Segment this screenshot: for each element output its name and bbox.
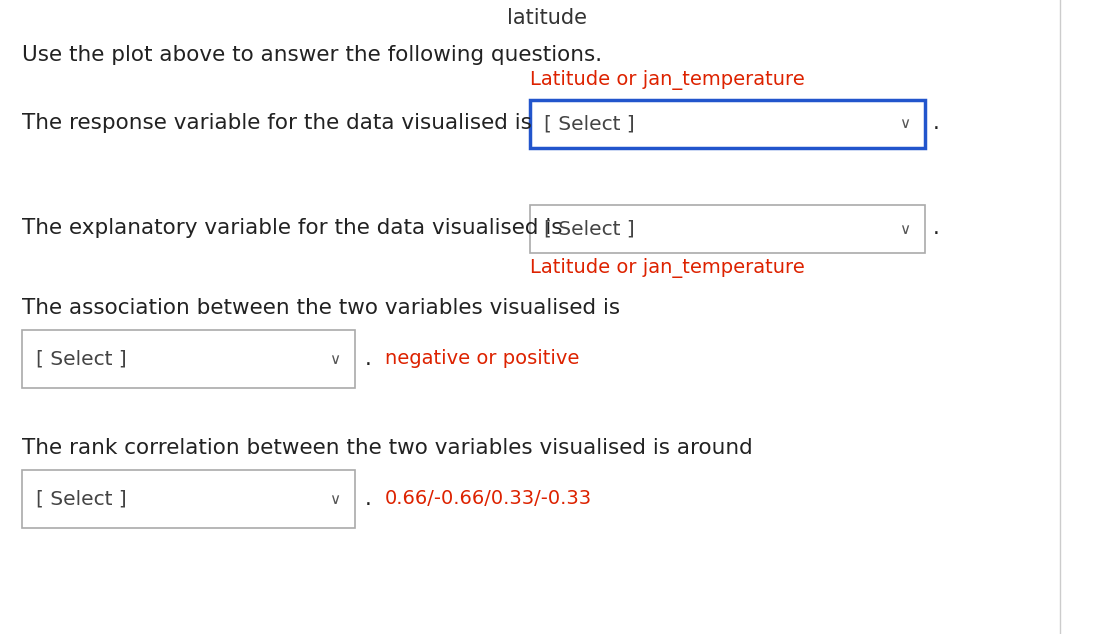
Text: .: . bbox=[933, 113, 940, 133]
Text: The association between the two variables visualised is: The association between the two variable… bbox=[22, 298, 620, 318]
FancyBboxPatch shape bbox=[22, 330, 354, 388]
FancyBboxPatch shape bbox=[529, 205, 926, 253]
Text: Latitude or jan_temperature: Latitude or jan_temperature bbox=[529, 258, 805, 278]
FancyBboxPatch shape bbox=[529, 100, 926, 148]
Text: ∨: ∨ bbox=[329, 351, 340, 366]
Text: The response variable for the data visualised is: The response variable for the data visua… bbox=[22, 113, 532, 133]
FancyBboxPatch shape bbox=[22, 470, 354, 528]
Text: 0.66/-0.66/0.33/-0.33: 0.66/-0.66/0.33/-0.33 bbox=[385, 489, 592, 508]
Text: latitude: latitude bbox=[507, 8, 587, 28]
Text: [ Select ]: [ Select ] bbox=[544, 219, 635, 238]
Text: ∨: ∨ bbox=[899, 117, 910, 131]
Text: .: . bbox=[933, 218, 940, 238]
Text: [ Select ]: [ Select ] bbox=[36, 349, 127, 368]
Text: Use the plot above to answer the following questions.: Use the plot above to answer the followi… bbox=[22, 45, 602, 65]
Text: The explanatory variable for the data visualised is: The explanatory variable for the data vi… bbox=[22, 218, 562, 238]
Text: Latitude or jan_temperature: Latitude or jan_temperature bbox=[529, 70, 805, 90]
Text: ∨: ∨ bbox=[329, 491, 340, 507]
Text: .: . bbox=[365, 349, 372, 369]
Text: ∨: ∨ bbox=[899, 221, 910, 236]
Text: [ Select ]: [ Select ] bbox=[544, 115, 635, 134]
Text: The rank correlation between the two variables visualised is around: The rank correlation between the two var… bbox=[22, 438, 753, 458]
Text: [ Select ]: [ Select ] bbox=[36, 489, 127, 508]
Text: negative or positive: negative or positive bbox=[385, 349, 580, 368]
Text: .: . bbox=[365, 489, 372, 509]
